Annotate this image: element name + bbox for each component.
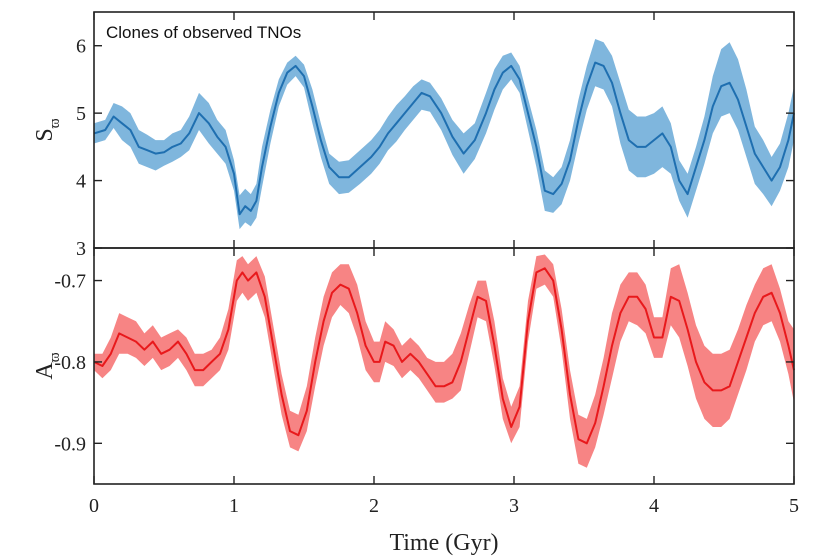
bottom-ylabel-main: A: [32, 362, 58, 380]
bottom-xtick-label: 3: [509, 495, 519, 517]
bottom-ytick-label: -0.7: [54, 271, 86, 293]
bottom-panel: -0.9 -0.8 -0.7 0 1 2 3 4 5 Aϖ Time (Gyr): [32, 247, 799, 556]
bottom-median-line: [93, 267, 795, 445]
top-band-layer: [94, 39, 794, 230]
top-line-layer: [93, 61, 795, 216]
top-ytick-label: 4: [76, 171, 86, 193]
bottom-xtick-label: 5: [789, 495, 799, 517]
bottom-xtick-label: 0: [89, 495, 99, 517]
bottom-xlabel: Time (Gyr): [389, 530, 498, 556]
top-ytick-label: 6: [76, 36, 86, 58]
bottom-spread-band: [94, 254, 794, 468]
top-median-line: [93, 61, 795, 216]
bottom-line-layer: [93, 267, 795, 445]
bottom-ytick-label: -0.8: [54, 352, 86, 374]
bottom-ticks: -0.9 -0.8 -0.7 0 1 2 3 4 5: [54, 248, 799, 517]
top-ytick-label: 5: [76, 103, 86, 125]
top-spread-band: [94, 39, 794, 230]
top-annotation: Clones of observed TNOs: [106, 23, 301, 42]
bottom-xtick-label: 4: [649, 495, 659, 517]
top-ticks: 3 4 5 6: [76, 12, 795, 260]
bottom-axes-frame: [93, 247, 795, 485]
bottom-ytick-label: -0.9: [54, 433, 86, 455]
bottom-band-layer: [94, 254, 794, 468]
top-panel: 3 4 5 6 Clones of observed TNOs Sϖ: [32, 11, 795, 260]
top-ytick-label: 3: [76, 238, 86, 260]
top-ylabel-main: S: [32, 128, 58, 141]
bottom-ylabel-sub: ϖ: [47, 352, 63, 362]
bottom-ylabel: Aϖ: [32, 352, 63, 379]
top-ylabel-sub: ϖ: [47, 118, 63, 128]
top-ylabel: Sϖ: [32, 118, 63, 141]
bottom-xtick-label: 1: [229, 495, 239, 517]
bottom-xtick-label: 2: [369, 495, 379, 517]
